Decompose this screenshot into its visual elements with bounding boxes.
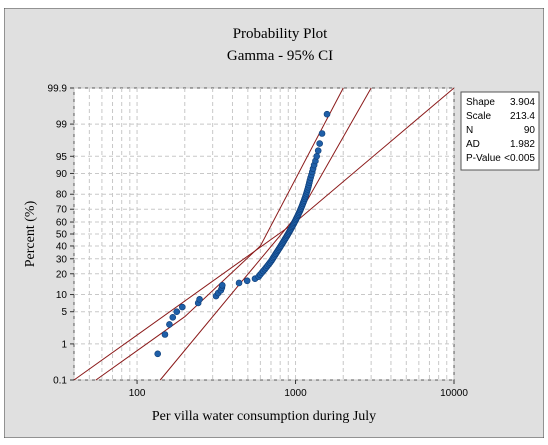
stats-label: Scale [466,111,491,122]
chart-frame: Probability Plot Gamma - 95% CI 100 1000 1… [4,8,544,438]
y-tick-label: 30 [56,254,68,265]
data-point [166,321,173,328]
stats-value: 90 [524,125,536,136]
stats-box: Shape 3.904 Scale 213.4 N 90 AD 1.982 P-Value <0.… [460,91,540,171]
x-tick-label: 1000 [284,388,307,399]
y-tick-label: 20 [56,269,68,280]
data-point [318,130,326,137]
data-point [196,296,203,303]
stats-label: AD [466,139,480,150]
data-point [314,147,322,154]
stats-value: 1.982 [510,139,535,150]
ci-upper-line [95,87,344,381]
data-point [179,303,186,311]
y-tick-label: 5 [61,307,67,318]
grid-lines [73,87,455,381]
data-point [243,277,251,285]
stats-value: <0.005 [504,153,535,164]
y-tick-label: 80 [56,190,68,201]
y-tick-label: 1 [61,339,67,350]
y-tick-label: 0.1 [53,376,67,387]
stats-label: N [466,125,473,136]
data-point [323,110,331,118]
y-tick-label: 60 [56,218,68,229]
data-point [173,308,181,316]
ci-lower-line [159,87,372,381]
stats-value: 213.4 [510,111,535,122]
y-tick-label: 95 [56,152,68,163]
data-points [154,110,331,358]
chart-title: Probability Plot [233,26,328,42]
x-tick-label: 100 [129,388,146,399]
data-point [235,279,243,287]
data-point [316,140,323,147]
x-tick-label: 10000 [440,388,468,399]
x-axis-ticks: 100 1000 10000 [129,380,468,399]
chart-subtitle: Gamma - 95% CI [227,48,333,64]
data-point [169,314,177,321]
data-point [218,281,226,289]
data-point [154,350,162,358]
stats-label: P-Value [466,153,501,164]
data-point [313,152,320,160]
y-tick-label: 10 [56,290,68,301]
y-tick-label: 40 [56,241,68,252]
data-point [161,331,169,338]
probability-plot-chart: Probability Plot Gamma - 95% CI 100 1000 1… [4,8,544,438]
y-tick-label: 99 [56,120,68,131]
stats-label: Shape [466,97,495,108]
y-tick-label: 50 [56,230,68,241]
confidence-interval-lines [95,87,372,381]
y-tick-label: 90 [56,169,68,180]
x-axis-label: Per villa water consumption during July [152,409,376,424]
stats-value: 3.904 [510,97,535,108]
stats-box-frame [460,91,540,171]
y-tick-label: 99.9 [48,84,68,95]
y-axis-label: Percent (%) [23,200,38,267]
y-tick-label: 70 [56,205,68,216]
